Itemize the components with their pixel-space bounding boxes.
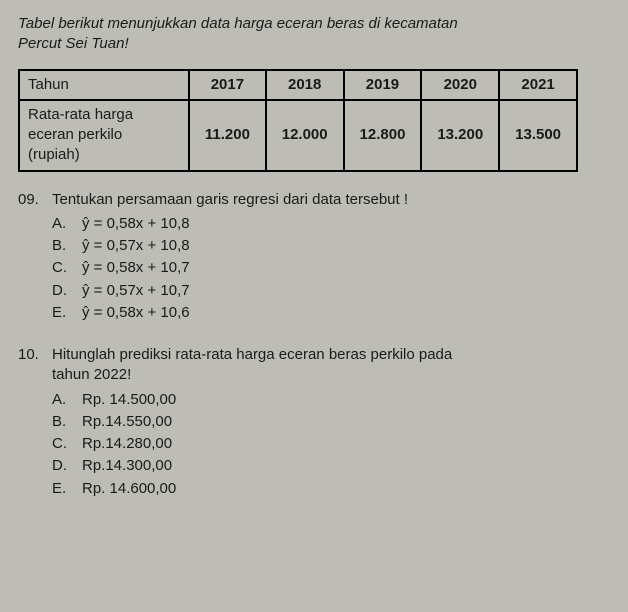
- q10-stem-l1: Hitunglah prediksi rata-rata harga ecera…: [52, 346, 452, 363]
- cell-2017: 11.200: [189, 100, 266, 171]
- col-header-tahun: Tahun: [19, 70, 189, 100]
- option-label: D.: [52, 281, 82, 301]
- option-text: ŷ = 0,57x + 10,8: [82, 236, 610, 256]
- cell-2018: 12.000: [266, 100, 344, 171]
- option-text: ŷ = 0,58x + 10,8: [82, 214, 610, 234]
- option-label: B.: [52, 412, 82, 432]
- option-text: Rp. 14.600,00: [82, 479, 610, 499]
- option-text: ŷ = 0,57x + 10,7: [82, 281, 610, 301]
- option-text: Rp.14.550,00: [82, 412, 610, 432]
- q09-option-a: A. ŷ = 0,58x + 10,8: [52, 214, 610, 234]
- q10-body: Hitunglah prediksi rata-rata harga ecera…: [52, 345, 610, 501]
- q09-number: 09.: [18, 190, 52, 326]
- option-label: C.: [52, 434, 82, 454]
- intro-text: Tabel berikut menunjukkan data harga ece…: [18, 14, 610, 55]
- option-text: ŷ = 0,58x + 10,7: [82, 258, 610, 278]
- option-label: E.: [52, 303, 82, 323]
- q10-option-e: E. Rp. 14.600,00: [52, 479, 610, 499]
- option-label: A.: [52, 214, 82, 234]
- question-09: 09. Tentukan persamaan garis regresi dar…: [18, 190, 610, 326]
- table-data-row: Rata-rata harga eceran perkilo (rupiah) …: [19, 100, 577, 171]
- col-header-2021: 2021: [499, 70, 577, 100]
- intro-line-2: Percut Sei Tuan!: [18, 35, 129, 52]
- q10-number: 10.: [18, 345, 52, 501]
- intro-line-1: Tabel berikut menunjukkan data harga ece…: [18, 15, 458, 32]
- col-header-2018: 2018: [266, 70, 344, 100]
- q10-option-d: D. Rp.14.300,00: [52, 456, 610, 476]
- q09-option-b: B. ŷ = 0,57x + 10,8: [52, 236, 610, 256]
- col-header-2019: 2019: [344, 70, 422, 100]
- col-header-2020: 2020: [421, 70, 499, 100]
- row-label: Rata-rata harga eceran perkilo (rupiah): [19, 100, 189, 171]
- option-label: D.: [52, 456, 82, 476]
- option-label: E.: [52, 479, 82, 499]
- option-label: C.: [52, 258, 82, 278]
- q10-stem-l2: tahun 2022!: [52, 366, 131, 383]
- q09-stem: Tentukan persamaan garis regresi dari da…: [52, 190, 610, 210]
- q10-stem: Hitunglah prediksi rata-rata harga ecera…: [52, 345, 610, 386]
- cell-2021: 13.500: [499, 100, 577, 171]
- q10-option-a: A. Rp. 14.500,00: [52, 390, 610, 410]
- option-text: Rp. 14.500,00: [82, 390, 610, 410]
- row-label-2: eceran perkilo: [28, 126, 122, 143]
- q09-body: Tentukan persamaan garis regresi dari da…: [52, 190, 610, 326]
- q10-option-b: B. Rp.14.550,00: [52, 412, 610, 432]
- table-header-row: Tahun 2017 2018 2019 2020 2021: [19, 70, 577, 100]
- q09-option-d: D. ŷ = 0,57x + 10,7: [52, 281, 610, 301]
- cell-2019: 12.800: [344, 100, 422, 171]
- cell-2020: 13.200: [421, 100, 499, 171]
- q10-option-c: C. Rp.14.280,00: [52, 434, 610, 454]
- question-10: 10. Hitunglah prediksi rata-rata harga e…: [18, 345, 610, 501]
- col-header-2017: 2017: [189, 70, 266, 100]
- q09-option-c: C. ŷ = 0,58x + 10,7: [52, 258, 610, 278]
- q09-option-e: E. ŷ = 0,58x + 10,6: [52, 303, 610, 323]
- option-text: ŷ = 0,58x + 10,6: [82, 303, 610, 323]
- option-label: A.: [52, 390, 82, 410]
- option-text: Rp.14.300,00: [82, 456, 610, 476]
- option-label: B.: [52, 236, 82, 256]
- option-text: Rp.14.280,00: [82, 434, 610, 454]
- row-label-1: Rata-rata harga: [28, 106, 133, 123]
- data-table: Tahun 2017 2018 2019 2020 2021 Rata-rata…: [18, 69, 578, 172]
- row-label-3: (rupiah): [28, 146, 80, 163]
